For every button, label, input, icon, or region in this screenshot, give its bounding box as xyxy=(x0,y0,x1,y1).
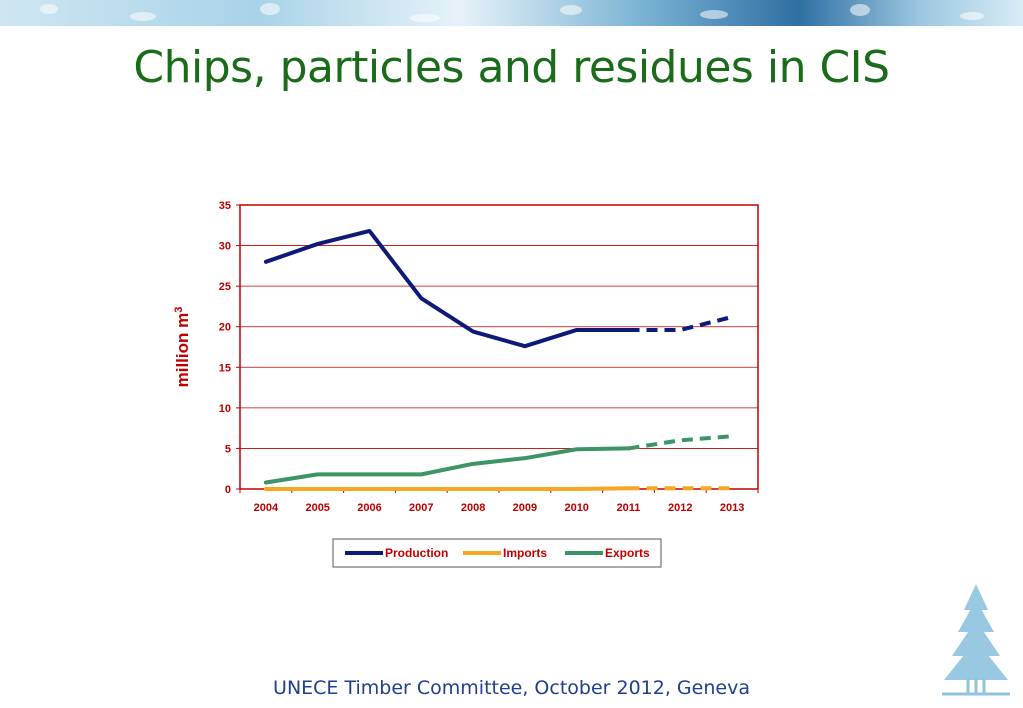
x-tick-label: 2005 xyxy=(305,502,329,514)
y-tick-label: 30 xyxy=(219,241,231,253)
y-axis-label: million m3 xyxy=(173,307,192,388)
legend-label: Production xyxy=(385,546,448,560)
y-tick-label: 10 xyxy=(219,403,231,415)
x-tick-label: 2009 xyxy=(513,502,537,514)
x-tick-label: 2007 xyxy=(409,502,433,514)
production-series-line xyxy=(263,228,631,349)
y-tick-label: 35 xyxy=(219,200,231,212)
y-tick-label: 25 xyxy=(219,281,231,293)
y-tick-label: 5 xyxy=(225,443,231,455)
slide-title: Chips, particles and residues in CIS xyxy=(133,42,890,93)
y-tick-label: 15 xyxy=(219,362,231,374)
exports-series-line xyxy=(263,446,631,485)
tree-logo-icon xyxy=(942,584,1010,696)
slide-footer: UNECE Timber Committee, October 2012, Ge… xyxy=(273,677,750,699)
exports-series-forecast-line xyxy=(628,434,733,451)
plot-area xyxy=(239,204,759,490)
x-tick-label: 2012 xyxy=(668,502,692,514)
decorative-banner xyxy=(0,0,1023,26)
y-tick-label: 20 xyxy=(219,322,231,334)
legend-label: Exports xyxy=(605,546,650,560)
production-series-forecast-line xyxy=(628,315,733,332)
y-tick-label: 0 xyxy=(225,484,231,496)
x-tick-label: 2006 xyxy=(357,502,381,514)
x-tick-label: 2010 xyxy=(564,502,588,514)
x-tick-label: 2004 xyxy=(254,502,279,514)
line-chart: 0 5 10 15 20 25 30 35 2004 2005 2006 2007 2008 2009 20… xyxy=(173,200,759,568)
legend-label: Imports xyxy=(503,546,547,560)
imports-series-line xyxy=(263,486,631,491)
x-tick-label: 2008 xyxy=(461,502,485,514)
x-tick-label: 2013 xyxy=(720,502,744,514)
x-tick-label: 2011 xyxy=(617,502,641,514)
